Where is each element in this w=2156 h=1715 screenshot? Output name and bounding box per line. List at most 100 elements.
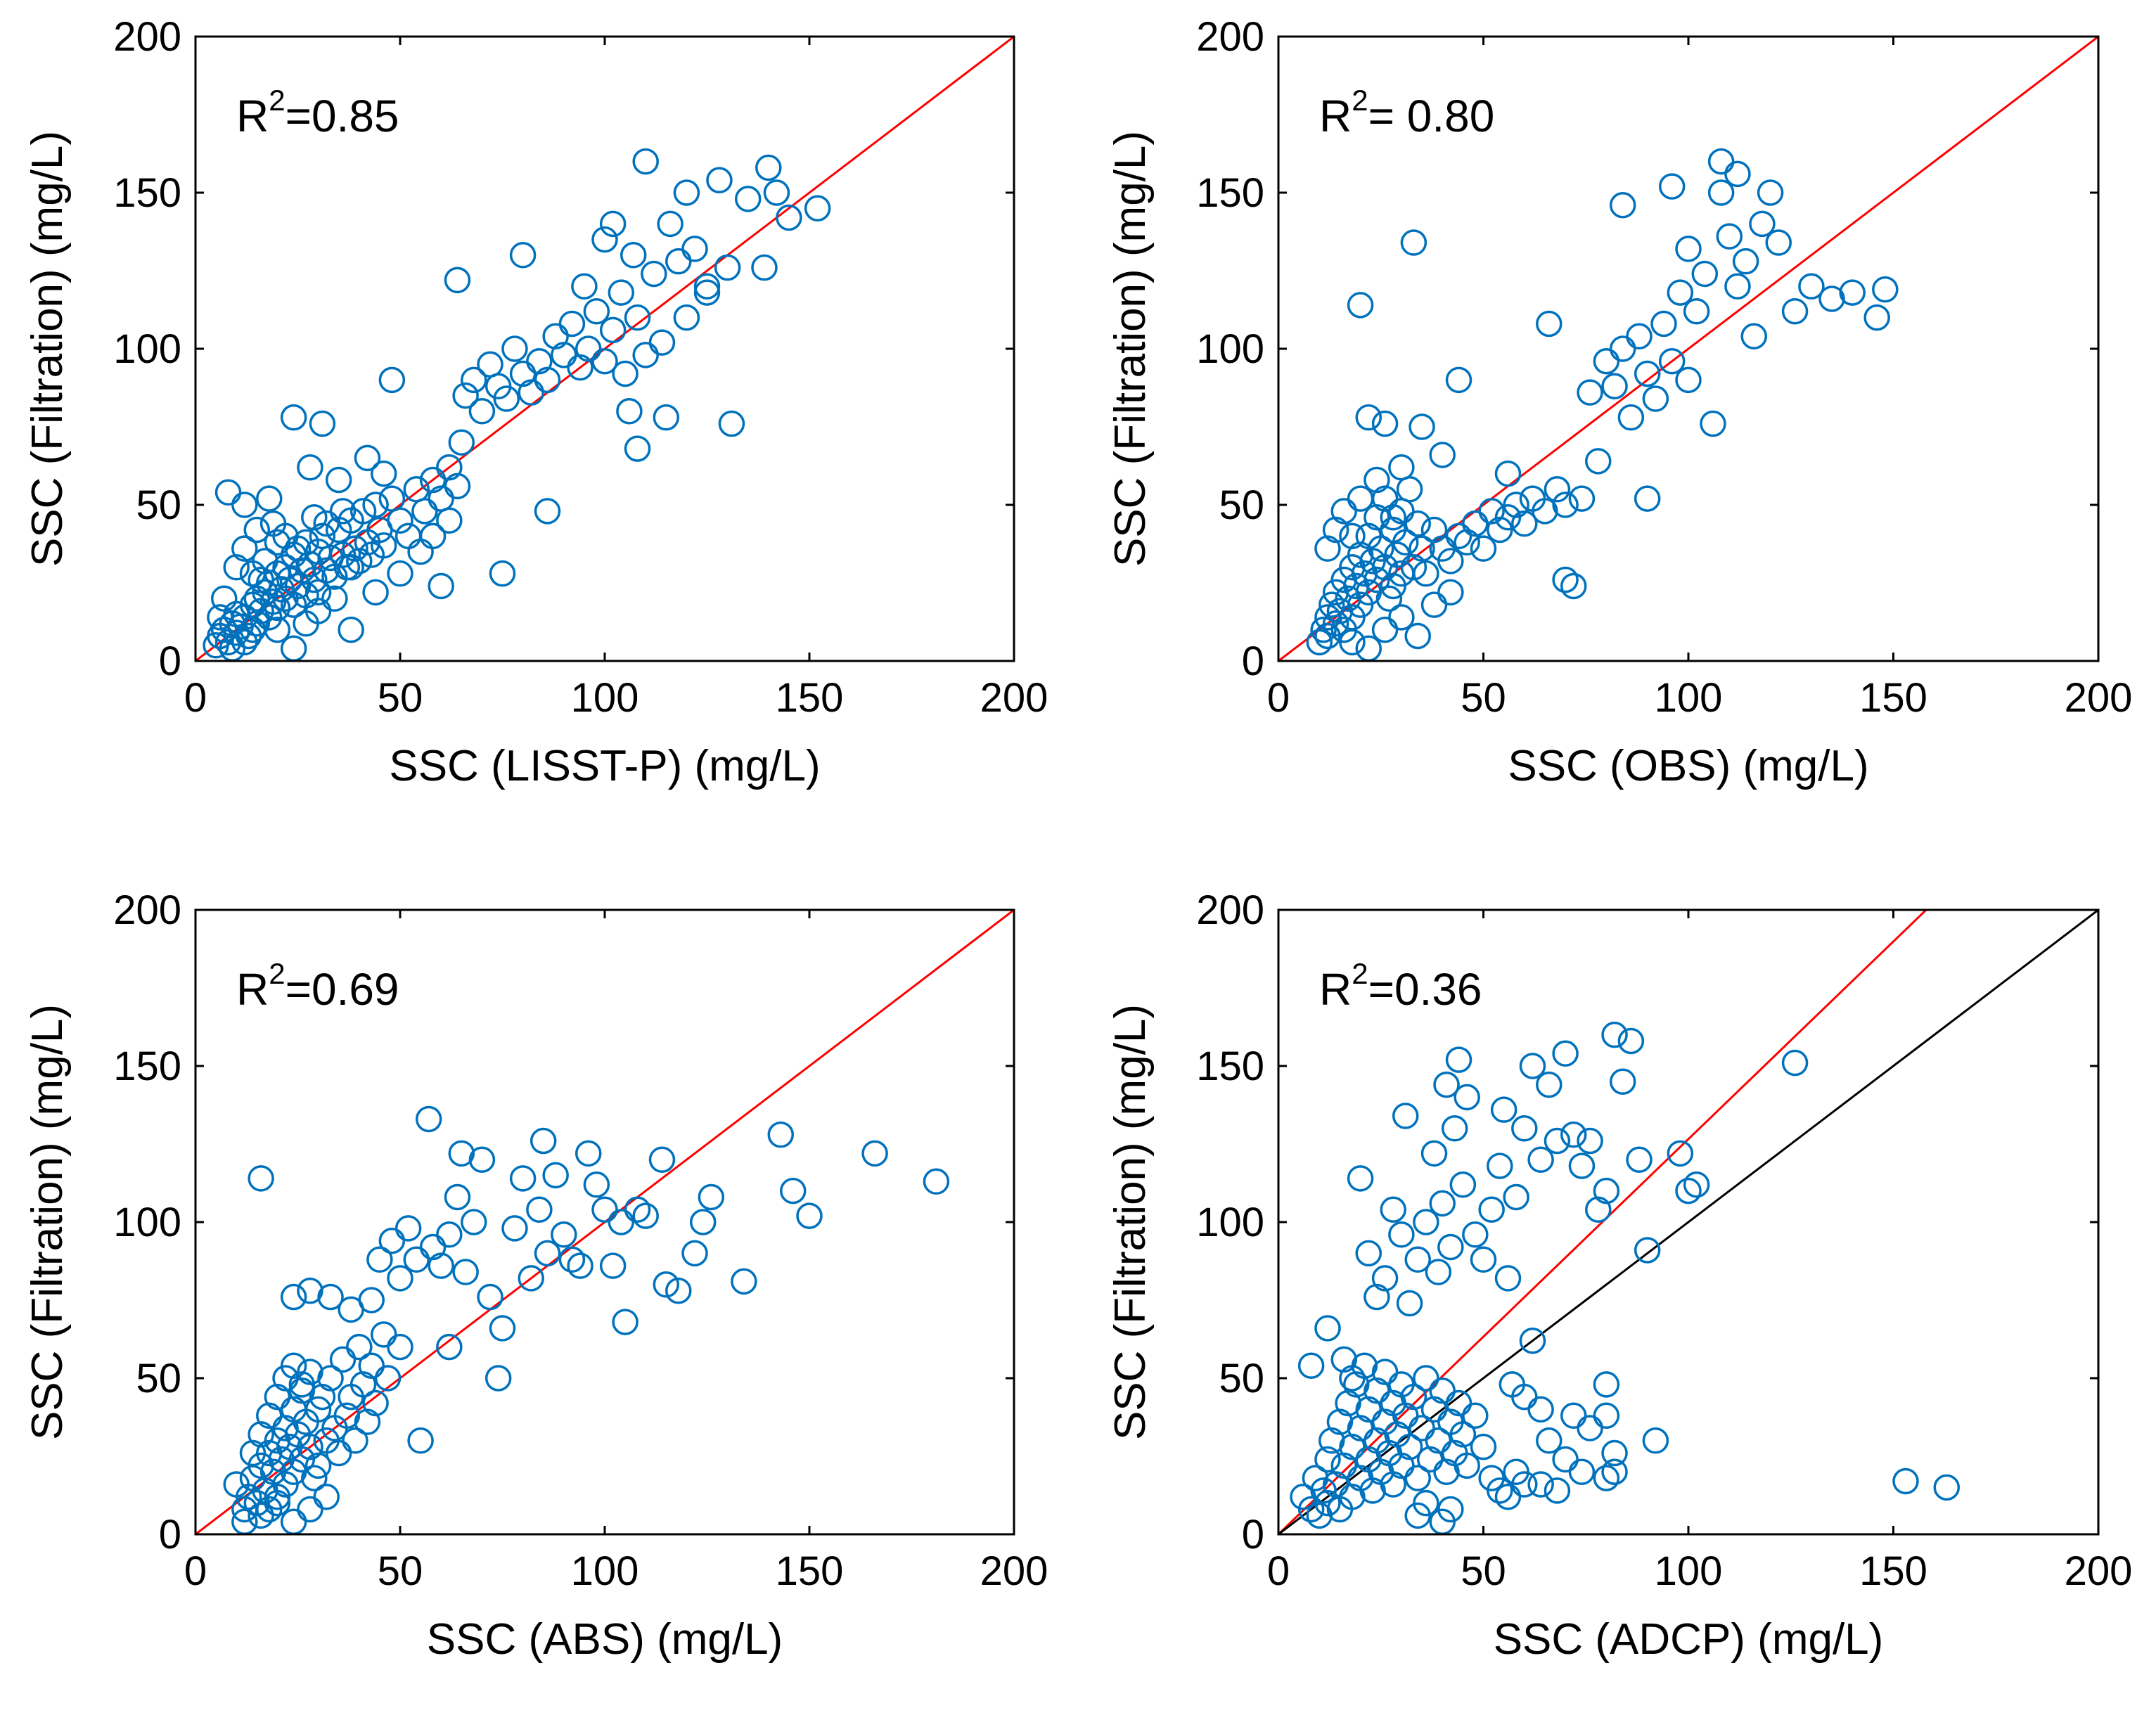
y-tick-label: 200 — [113, 14, 181, 60]
scatter-point — [1314, 1446, 1341, 1473]
scatter-point — [1560, 1121, 1587, 1148]
scatter-point — [534, 366, 561, 394]
scatter-point — [1392, 529, 1419, 556]
scatter-point — [632, 148, 659, 175]
scatter-point — [1470, 1433, 1497, 1460]
scatter-point — [1494, 1265, 1522, 1292]
scatter-point — [354, 1408, 381, 1435]
scatter-point — [796, 1202, 823, 1229]
scatter-point — [387, 1333, 413, 1361]
scatter-point — [1413, 560, 1439, 587]
scatter-point — [1404, 1465, 1431, 1491]
r-squared-prefix: R — [1319, 964, 1352, 1015]
scatter-point — [1375, 585, 1403, 612]
scatter-point — [1462, 510, 1489, 537]
x-tick-label: 50 — [1461, 1548, 1506, 1594]
scatter-point — [1416, 1446, 1444, 1473]
y-axis-label: SSC (Filtration) (mg/L) — [23, 1004, 72, 1440]
scatter-point — [616, 398, 643, 425]
scatter-point — [1626, 1146, 1653, 1173]
scatter-point — [1409, 413, 1435, 440]
scatter-point — [599, 316, 627, 344]
y-axis-label: SSC (Filtration) (mg/L) — [1106, 131, 1155, 567]
scatter-point — [477, 1283, 503, 1311]
scatter-point — [448, 1140, 475, 1167]
scatter-point — [428, 572, 454, 600]
scatter-point — [1326, 1408, 1354, 1435]
scatter-point — [1658, 348, 1686, 375]
scatter-point — [673, 179, 700, 206]
scatter-point — [280, 404, 307, 431]
scatter-point — [1445, 1046, 1472, 1073]
scatter-point — [1617, 1027, 1645, 1055]
scatter-point — [342, 1427, 368, 1454]
r-squared-value: = 0.80 — [1368, 91, 1495, 141]
scatter-point — [693, 279, 721, 306]
scatter-point — [297, 1433, 323, 1460]
r-squared-prefix: R — [236, 91, 269, 141]
scatter-point — [575, 335, 602, 362]
scatter-point — [1798, 273, 1825, 300]
scatter-point — [407, 1427, 434, 1454]
scatter-point — [1371, 1358, 1399, 1385]
scatter-point — [280, 1283, 307, 1311]
scatter-point — [1437, 579, 1464, 606]
scatter-point — [1425, 1427, 1452, 1454]
scatter-point — [374, 1365, 402, 1392]
scatter-point — [1519, 1327, 1546, 1354]
scatter-point — [1584, 1196, 1612, 1223]
scatter-point — [1445, 1389, 1472, 1417]
scatter-point — [1429, 1190, 1456, 1217]
scatter-point — [231, 492, 258, 518]
scatter-point — [624, 304, 651, 331]
scatter-point — [1347, 292, 1374, 319]
scatter-point — [235, 1483, 262, 1510]
r-squared-annotation: R2=0.85 — [236, 84, 399, 141]
scatter-point — [1532, 498, 1558, 525]
scatter-point — [304, 1396, 332, 1423]
scatter-point — [1577, 1415, 1603, 1441]
scatter-point — [734, 186, 762, 212]
scatter-point — [1392, 1402, 1419, 1430]
scatter-point — [1330, 1452, 1358, 1479]
scatter-point — [1503, 492, 1529, 518]
scatter-point — [304, 598, 332, 624]
scatter-point — [284, 572, 312, 600]
scatter-point — [1634, 360, 1661, 387]
x-tick-label: 150 — [776, 675, 844, 721]
x-tick-label: 100 — [1655, 1548, 1723, 1594]
y-axis-label: SSC (Filtration) (mg/L) — [1106, 1004, 1155, 1440]
scatter-point — [362, 579, 389, 606]
scatter-point — [1413, 1365, 1439, 1392]
scatter-point — [923, 1168, 950, 1195]
scatter-point — [1650, 310, 1677, 338]
scatter-point — [1420, 516, 1448, 544]
scatter-point — [1380, 504, 1406, 531]
scatter-point — [534, 498, 561, 525]
scatter-point — [1560, 1402, 1587, 1430]
scatter-point — [370, 532, 397, 559]
scatter-point — [415, 1105, 442, 1133]
scatter-point — [485, 1365, 512, 1392]
scatter-point — [1433, 1071, 1460, 1098]
scatter-point — [1420, 1396, 1448, 1423]
x-axis-label: SSC (ABS) (mg/L) — [427, 1615, 783, 1664]
scatter-point — [612, 360, 639, 387]
scatter-point — [1707, 179, 1735, 206]
scatter-point — [248, 1421, 274, 1448]
scatter-point — [1933, 1474, 1961, 1501]
scatter-point — [1454, 529, 1480, 556]
scatter-point — [1601, 1021, 1628, 1048]
y-tick-label: 0 — [159, 638, 181, 684]
scatter-point — [1667, 1140, 1694, 1167]
scatter-point — [1675, 236, 1702, 262]
scatter-point — [591, 348, 618, 375]
y-tick-label: 200 — [1196, 14, 1264, 60]
r-squared-superscript: 2 — [269, 84, 285, 117]
y-tick-label: 100 — [1196, 326, 1264, 372]
scatter-point — [338, 554, 364, 581]
scatter-point — [1359, 1477, 1386, 1504]
scatter-point — [1675, 1177, 1702, 1205]
r-squared-annotation: R2=0.69 — [236, 957, 399, 1015]
scatter-point — [763, 179, 790, 206]
